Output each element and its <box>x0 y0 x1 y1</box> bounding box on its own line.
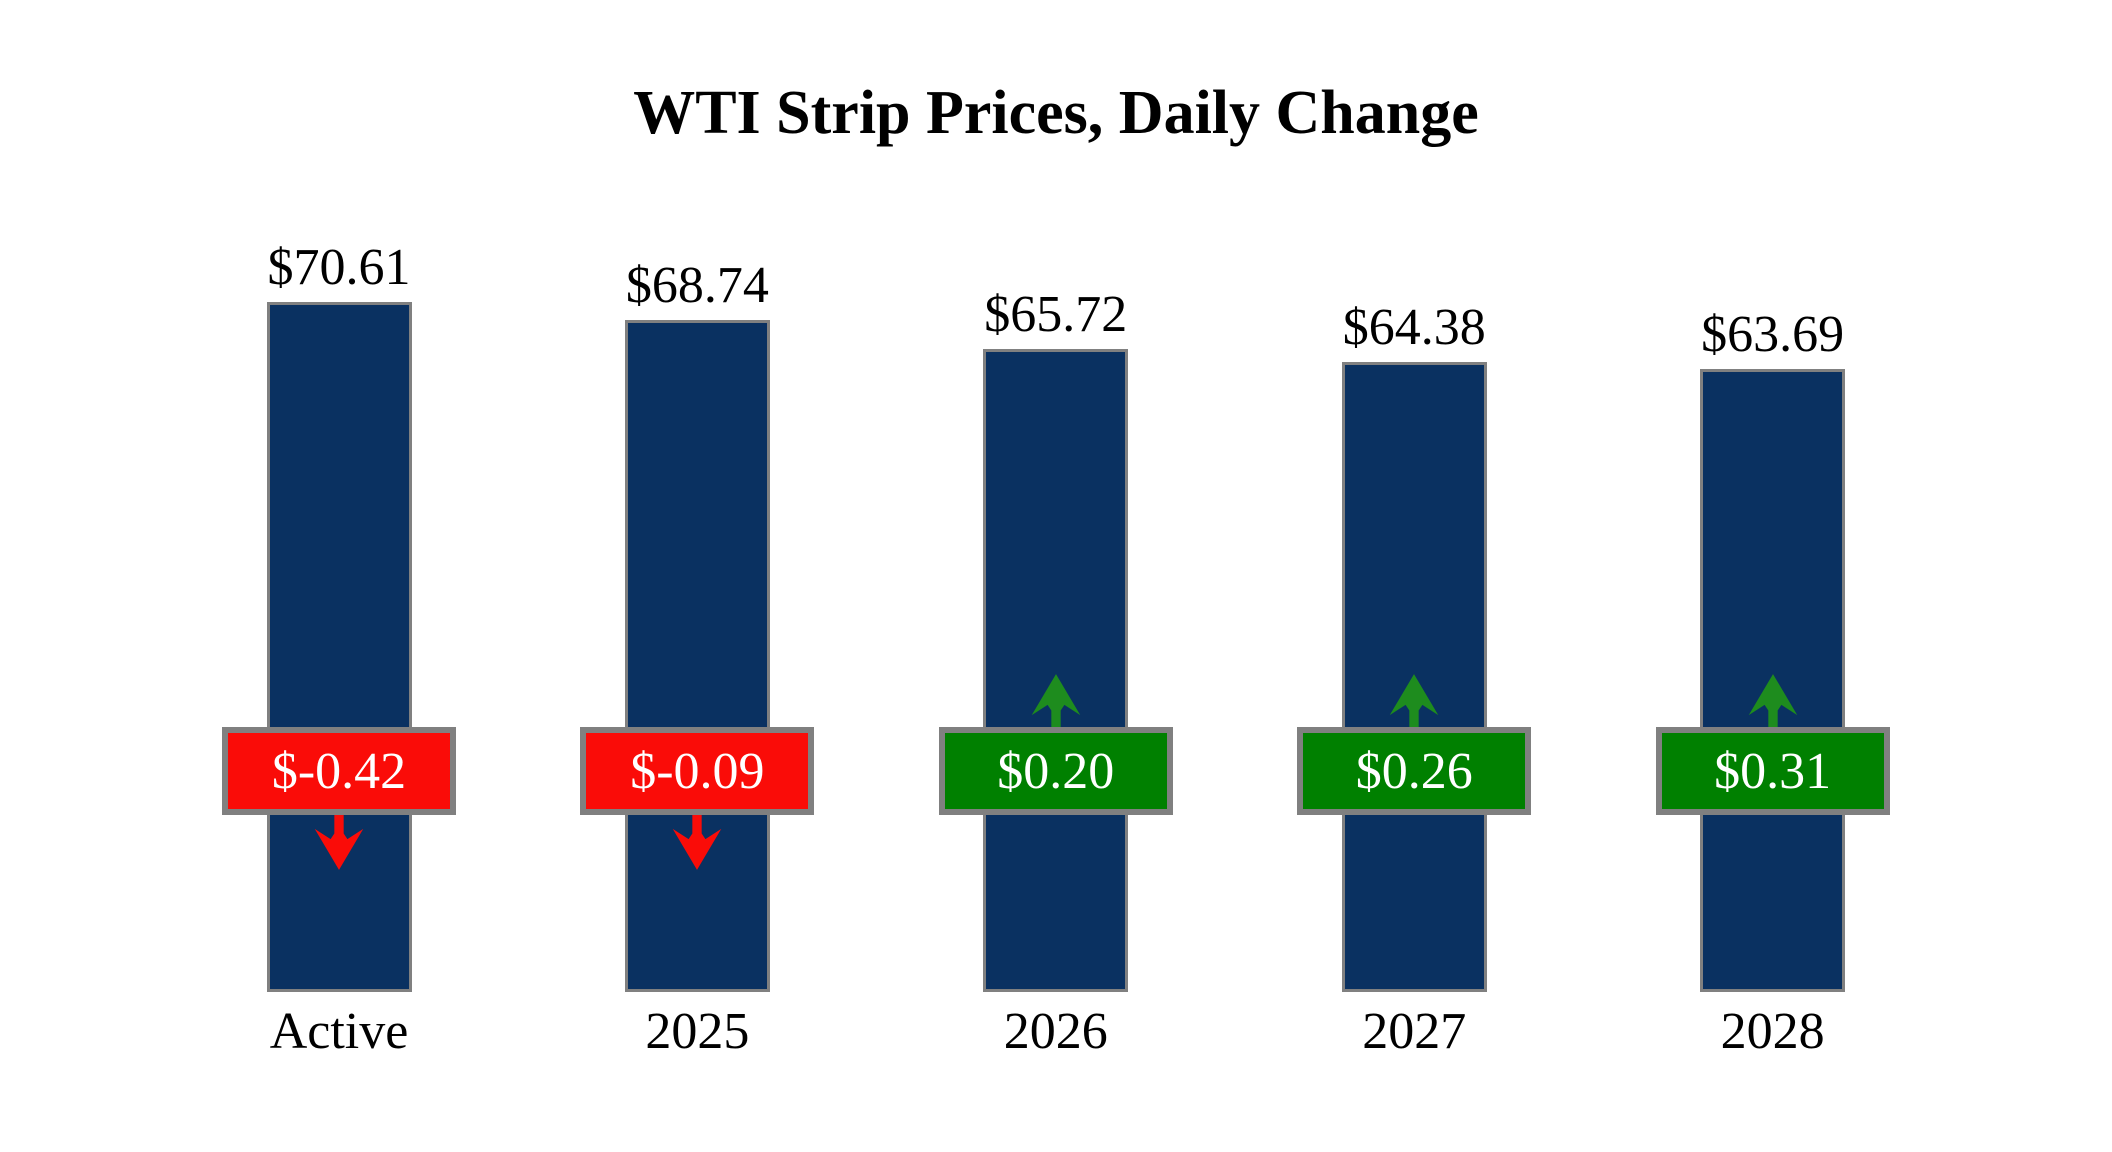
price-bar <box>983 349 1129 992</box>
up-arrow-icon <box>1745 673 1801 738</box>
up-arrow-icon <box>1386 673 1442 738</box>
category-label: 2027 <box>1362 1003 1467 1060</box>
category-label: 2026 <box>1003 1003 1108 1060</box>
change-badge: $-0.09 <box>580 727 815 815</box>
change-badge: $-0.42 <box>222 727 456 815</box>
price-label: $68.74 <box>625 257 769 314</box>
down-arrow-icon <box>311 811 367 876</box>
price-label: $65.72 <box>984 286 1128 343</box>
price-label: $64.38 <box>1342 299 1486 356</box>
change-badge: $0.20 <box>938 727 1173 815</box>
price-label: $63.69 <box>1701 306 1845 363</box>
category-label: 2025 <box>645 1003 750 1060</box>
price-label: $70.61 <box>267 239 411 296</box>
up-arrow-icon <box>1028 673 1084 738</box>
category-label: Active <box>269 1003 409 1060</box>
change-badge: $0.26 <box>1297 727 1532 815</box>
category-label: 2028 <box>1720 1003 1825 1060</box>
price-bar <box>624 320 770 992</box>
chart-title: WTI Strip Prices, Daily Change <box>633 79 1479 147</box>
price-bar <box>1341 362 1487 992</box>
down-arrow-icon <box>669 811 725 876</box>
price-bar <box>266 302 412 992</box>
change-badge: $0.31 <box>1655 727 1890 815</box>
